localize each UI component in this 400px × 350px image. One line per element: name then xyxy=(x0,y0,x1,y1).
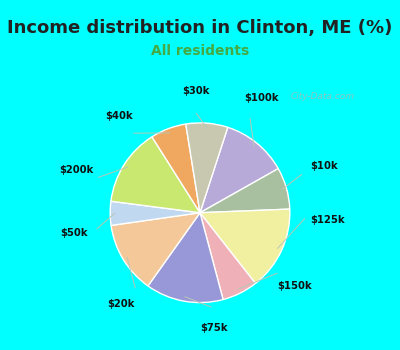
Wedge shape xyxy=(200,169,290,213)
Text: $100k: $100k xyxy=(244,93,278,103)
Wedge shape xyxy=(200,213,256,300)
Text: $200k: $200k xyxy=(59,164,93,175)
Text: $40k: $40k xyxy=(105,111,133,121)
Text: $150k: $150k xyxy=(277,281,312,292)
Wedge shape xyxy=(110,201,200,225)
Text: $10k: $10k xyxy=(310,161,338,171)
Wedge shape xyxy=(200,127,278,213)
Text: $75k: $75k xyxy=(200,323,227,333)
Text: $50k: $50k xyxy=(60,228,88,238)
Wedge shape xyxy=(200,209,290,284)
Wedge shape xyxy=(148,213,223,302)
Wedge shape xyxy=(111,137,200,213)
Text: $125k: $125k xyxy=(310,215,345,225)
Text: $30k: $30k xyxy=(182,86,209,97)
Text: $20k: $20k xyxy=(107,299,135,309)
Wedge shape xyxy=(152,124,200,213)
Text: Income distribution in Clinton, ME (%): Income distribution in Clinton, ME (%) xyxy=(7,19,393,37)
Wedge shape xyxy=(111,213,200,286)
Wedge shape xyxy=(186,123,228,213)
Text: All residents: All residents xyxy=(151,44,249,58)
Text: City-Data.com: City-Data.com xyxy=(291,92,355,102)
